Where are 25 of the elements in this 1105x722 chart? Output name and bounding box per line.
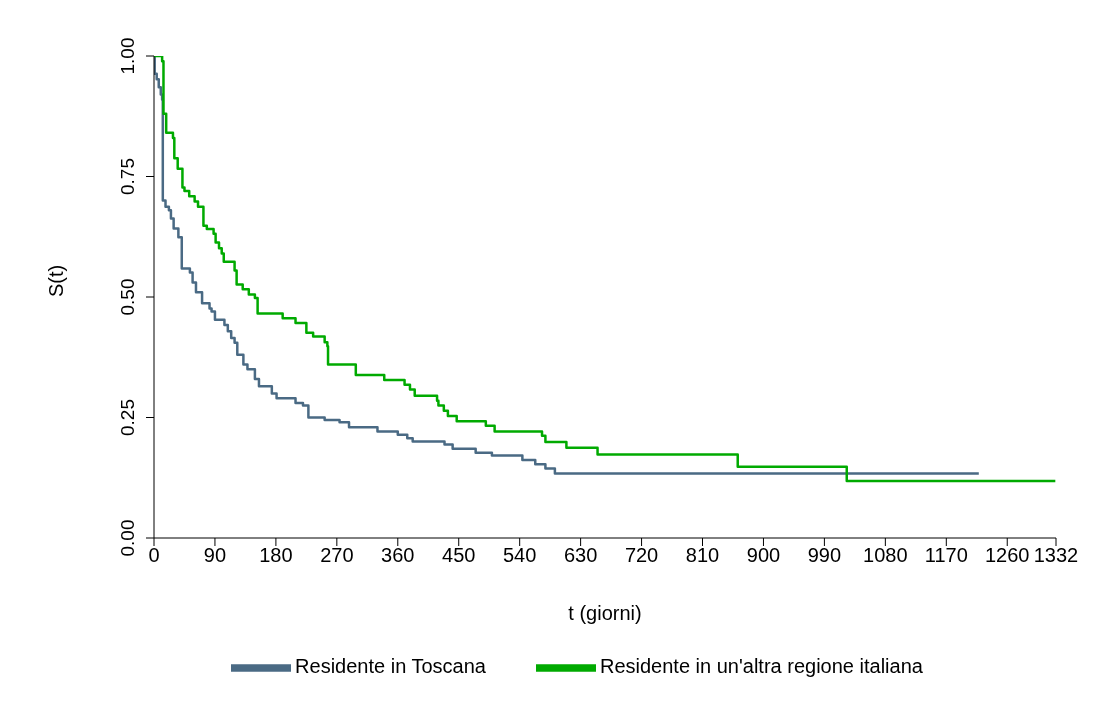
x-tick-label: 180 bbox=[259, 544, 293, 567]
x-tick-label: 720 bbox=[624, 544, 659, 567]
x-tick-label: 630 bbox=[563, 544, 598, 567]
x-tick-label: 1332 bbox=[1033, 544, 1079, 567]
x-tick-label: 0 bbox=[148, 544, 160, 567]
legend-label: Residente in Toscana bbox=[295, 655, 486, 678]
x-tick-label: 990 bbox=[807, 544, 842, 567]
x-tick-label: 1080 bbox=[863, 544, 908, 567]
x-tick-label: 1170 bbox=[924, 544, 968, 567]
y-axis-title: S(t) bbox=[45, 264, 68, 297]
x-tick-label: 540 bbox=[502, 544, 537, 567]
y-tick-label: 0.00 bbox=[117, 519, 138, 557]
y-tick-label: 1.00 bbox=[117, 37, 138, 75]
x-tick-label: 90 bbox=[203, 544, 227, 567]
x-tick-label: 450 bbox=[442, 544, 476, 567]
y-tick-label: 0.75 bbox=[117, 158, 138, 195]
x-tick-label: 900 bbox=[746, 544, 781, 567]
x-tick-label: 360 bbox=[381, 544, 415, 567]
legend-label: Residente in un'altra regione italiana bbox=[599, 655, 923, 678]
y-tick-label: 0.25 bbox=[117, 399, 138, 436]
x-tick-label: 1260 bbox=[984, 544, 1030, 567]
x-tick-label: 270 bbox=[320, 544, 354, 567]
x-tick-label: 810 bbox=[685, 544, 720, 567]
x-axis-title: t (giorni) bbox=[568, 602, 642, 624]
y-tick-label: 0.50 bbox=[117, 278, 138, 316]
